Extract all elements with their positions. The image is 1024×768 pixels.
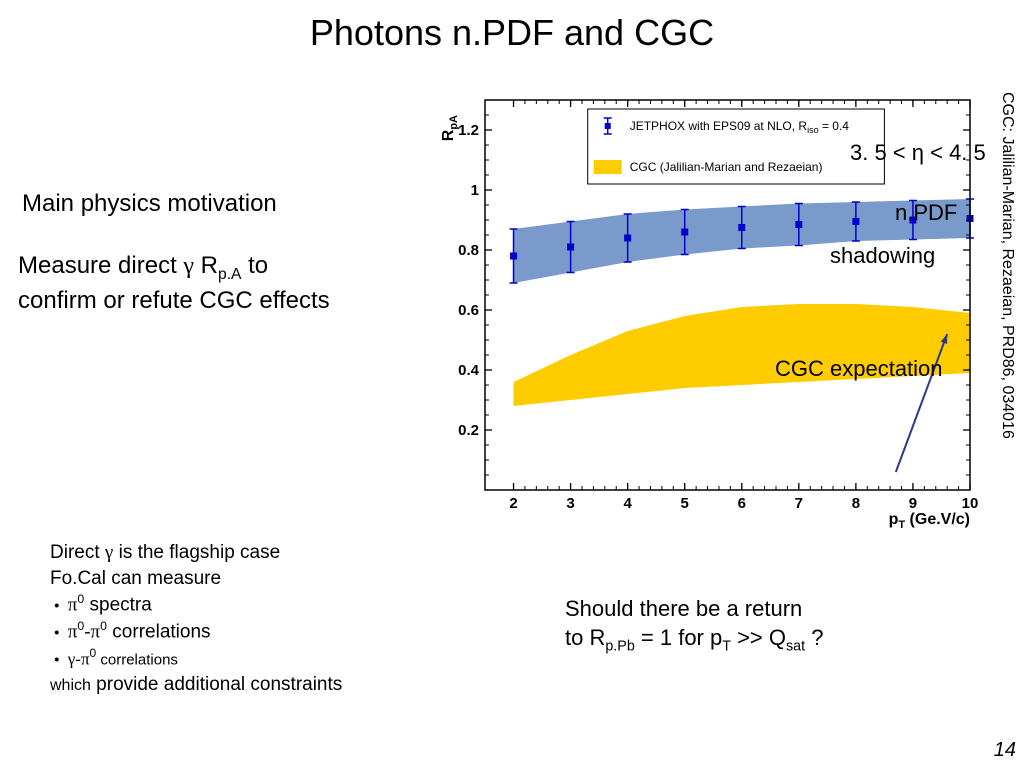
which: which (50, 677, 91, 694)
svg-text:3: 3 (566, 495, 574, 512)
which-post: provide additional constraints (91, 674, 342, 695)
svg-text:0.2: 0.2 (458, 422, 479, 439)
return-l2-mid: = 1 for p (635, 625, 722, 650)
svg-text:0.8: 0.8 (458, 242, 479, 259)
bullet1: • (50, 598, 68, 615)
side-citation: CGC: Jalilian-Marian, Rezaeian, PRD86, 0… (998, 92, 1016, 439)
return-sub1: p.Pb (605, 638, 634, 654)
svg-text:1.2: 1.2 (458, 122, 479, 139)
svg-text:RpA: RpA (440, 115, 460, 141)
direct-block: Direct γ is the flagship case Fo.Cal can… (50, 540, 342, 698)
svg-text:2: 2 (509, 495, 517, 512)
return-sub3: sat (786, 638, 805, 654)
svg-text:6: 6 (738, 495, 746, 512)
main-motivation: Main physics motivation (22, 190, 277, 218)
b3-post: correlations (96, 652, 178, 669)
svg-text:0.6: 0.6 (458, 302, 479, 319)
svg-text:pT (Ge.V/c): pT (Ge.V/c) (889, 511, 970, 530)
b2-pi-icon: π (68, 622, 78, 643)
direct-l1-post: is the flagship case (113, 542, 280, 563)
b1-pi-icon: π (68, 595, 78, 616)
measure-l1-mid: R (194, 252, 218, 279)
svg-text:1: 1 (471, 182, 479, 199)
direct-l1-pre: Direct (50, 542, 105, 563)
return-sub2: T (722, 638, 731, 654)
svg-text:10: 10 (962, 495, 979, 512)
page-number: 14 (994, 739, 1016, 762)
npdf-label: n.PDF (895, 200, 957, 226)
svg-text:8: 8 (852, 495, 860, 512)
svg-text:4: 4 (623, 495, 632, 512)
return-l2-mid2: >> Q (731, 625, 786, 650)
b2-mid: -π (84, 622, 100, 643)
return-l2-post: ? (805, 625, 823, 650)
measure-l1-pre: Measure direct (18, 252, 183, 279)
b2-sup2: 0 (100, 619, 107, 633)
measure-gamma-icon: γ (183, 253, 194, 279)
measure-l2: confirm or refute CGC effects (18, 287, 330, 314)
measure-l1-post: to (241, 252, 268, 279)
b1-post: spectra (84, 595, 152, 616)
svg-text:0.4: 0.4 (458, 362, 480, 379)
shadowing-label: shadowing (830, 243, 935, 269)
svg-text:7: 7 (795, 495, 803, 512)
bullet3: • (50, 652, 68, 669)
direct-l2: Fo.Cal can measure (50, 568, 221, 589)
measure-l1-sub: p.A (218, 266, 241, 283)
b2-post: correlations (107, 622, 211, 643)
bullet2: • (50, 625, 68, 642)
return-l1: Should there be a return (565, 596, 802, 621)
svg-text:5: 5 (681, 495, 689, 512)
svg-text:9: 9 (909, 495, 917, 512)
svg-text:CGC (Jalilian-Marian and Rezae: CGC (Jalilian-Marian and Rezaeian) (630, 160, 823, 174)
slide-title: Photons n.PDF and CGC (0, 12, 1024, 54)
cgc-expectation-label: CGC expectation (775, 356, 943, 382)
return-text: Should there be a return to Rp.Pb = 1 fo… (565, 595, 823, 656)
measure-block: Measure direct γ Rp.A to confirm or refu… (18, 250, 330, 316)
b3-mid: -π (75, 650, 89, 669)
eta-range-label: 3. 5 < η < 4. 5 (850, 140, 986, 166)
return-l2-pre: to R (565, 625, 605, 650)
